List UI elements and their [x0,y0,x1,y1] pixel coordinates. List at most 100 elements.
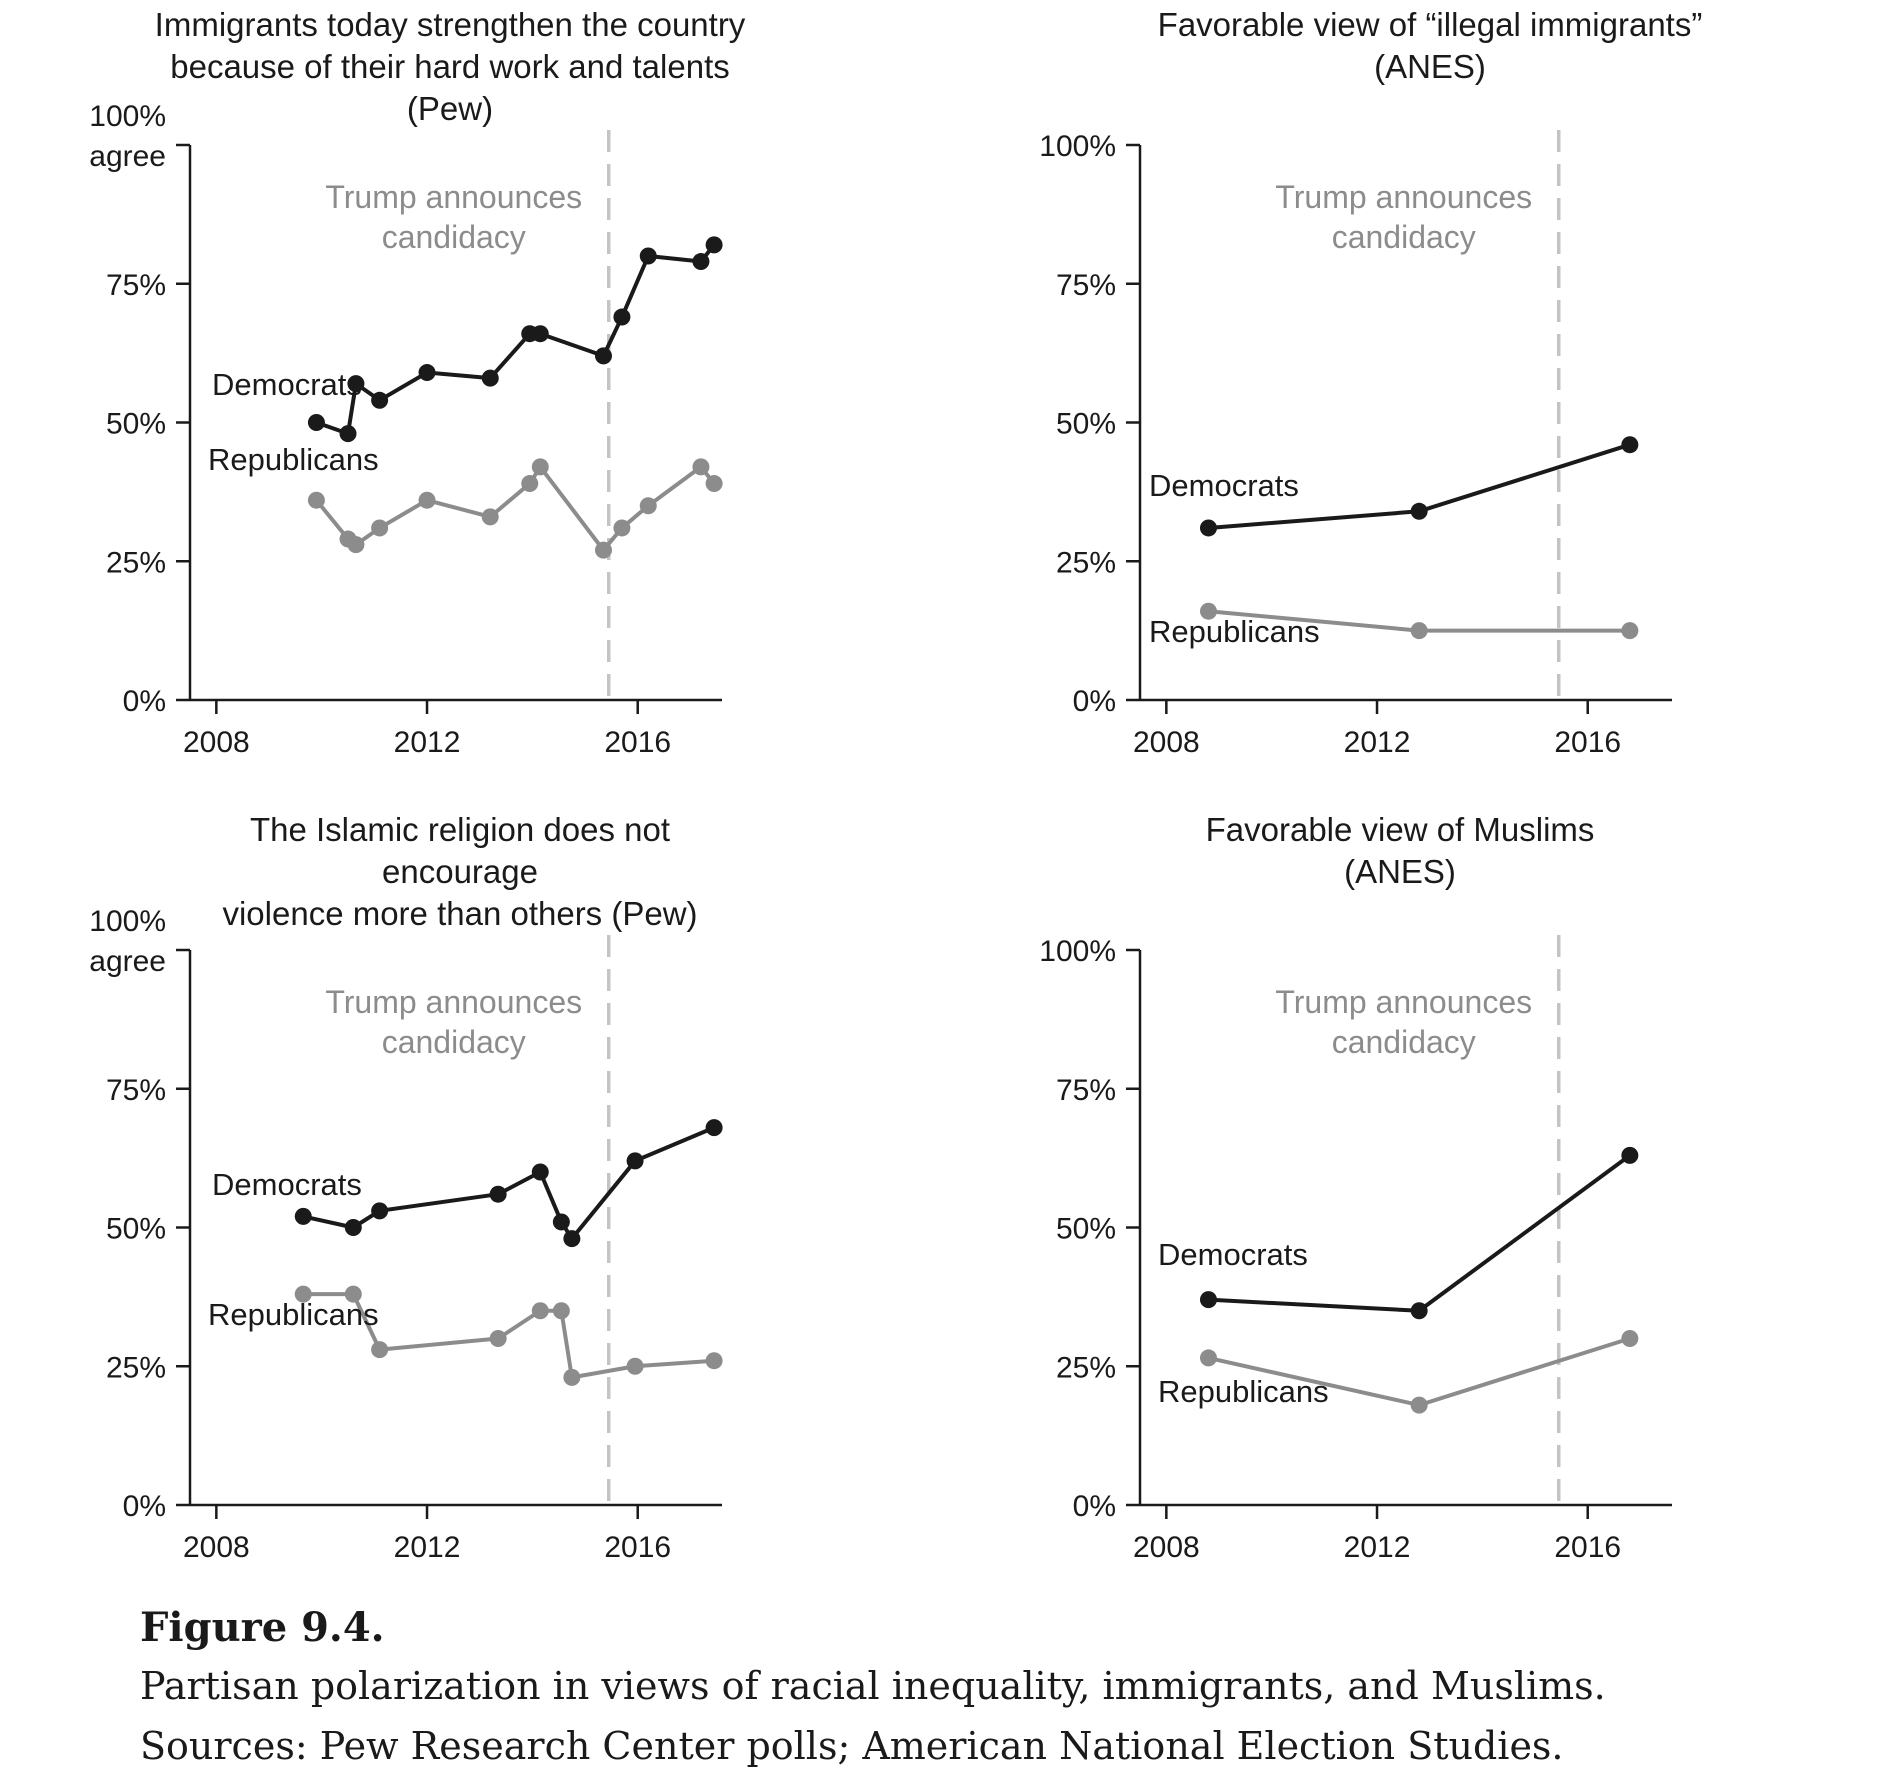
chart-panel-pew-islam: The Islamic religion does not encourage v… [60,805,920,1585]
y-axis-label-line: 100% [1039,935,1116,968]
x-tick-label: 2008 [183,1531,250,1564]
y-tick-label: 0% [1073,1490,1116,1523]
y-tick-label: 0% [123,1490,166,1523]
candidacy-annotation-line: candidacy [1332,219,1476,255]
democrats-data-point [705,236,723,254]
republicans-series-label: Republicans [1149,614,1320,649]
y-tick-label: 75% [106,1074,166,1107]
democrats-data-point [307,414,325,431]
x-tick-label: 2012 [1344,1531,1411,1564]
republicans-data-point [1410,622,1428,640]
candidacy-annotation: Trump announces candidacy [1275,984,1532,1060]
republicans-series-label: Republicans [208,442,379,477]
republicans-data-point [531,458,549,476]
y-tick-label: 25% [1056,546,1116,579]
y-tick-label: 25% [106,1351,166,1384]
democrats-data-point [371,391,389,409]
candidacy-annotation-line: Trump announces [325,984,582,1020]
chart-title: Immigrants today strengthen the country … [154,6,746,127]
republicans-data-point [481,508,499,526]
chart-svg: 0% 25% 50% 75% 100% 2008 2012 2016 Trump announc… [1039,935,1672,1564]
democrats-data-point [481,369,499,387]
democrats-data-point [594,347,612,365]
chart-panel-anes-muslims: Favorable view of Muslims (ANES) 0% 25% 50%… [1010,805,1870,1585]
candidacy-annotation: Trump announces candidacy [325,179,582,255]
democrats-series-line [302,1125,715,1241]
democrats-data-point [692,253,710,271]
y-tick-label: 0% [1073,685,1116,718]
chart-panel-pew-immigrants: Immigrants today strengthen the country … [60,0,920,780]
x-tick-label: 2016 [1554,726,1621,759]
republicans-series-label: Republicans [208,1297,379,1332]
democrats-data-point [563,1230,581,1248]
chart-svg: 0% 25% 50% 75% 100% 2008 2012 2016 Trump announc… [1039,130,1672,759]
democrats-data-point [1199,519,1217,537]
democrats-series-label: Democrats [212,367,362,402]
y-tick-label: 0% [123,685,166,718]
republicans-data-point [418,491,436,509]
figure-label: Figure 9.4. [140,1604,385,1651]
republicans-data-point [1621,622,1639,640]
figure-caption: Figure 9.4. Partisan polarization in vie… [140,1600,1840,1776]
y-tick-label: 75% [106,269,166,302]
republicans-data-point [563,1368,581,1386]
democrats-data-point [1199,1291,1217,1309]
democrats-series-label: Democrats [1149,468,1299,503]
republicans-data-point [594,541,612,559]
republicans-data-point [613,519,631,537]
democrats-data-point [294,1207,312,1225]
y-tick-label: 25% [106,546,166,579]
republicans-data-point [307,491,325,509]
candidacy-annotation: Trump announces candidacy [1275,179,1532,255]
republicans-series-label: Republicans [1158,1374,1329,1409]
republicans-data-point [489,1330,507,1347]
y-tick-label: 50% [106,408,166,441]
republicans-data-point [639,497,657,515]
democrats-data-point [371,1202,389,1220]
chart-panel-anes-illegal-immigrants: Favorable view of “illegal immigrants” (A… [1010,0,1870,780]
y-tick-label: 50% [1056,1213,1116,1246]
x-tick-label: 2012 [394,1531,461,1564]
chart-svg: 0% 25% 50% 75% 100% agree 2008 2012 2016 Trump an… [89,100,723,759]
candidacy-annotation-line: candidacy [1332,1024,1476,1060]
y-axis-label: 100% agree [89,100,166,173]
democrats-data-point [418,364,436,382]
y-tick-label: 25% [1056,1351,1116,1384]
democrats-data-point [489,1185,507,1203]
x-tick-label: 2008 [183,726,250,759]
republicans-data-point [1199,602,1217,620]
democrats-data-point [705,1119,723,1137]
y-axis-label-line: 100% [89,905,166,938]
x-tick-label: 2012 [394,726,461,759]
x-tick-label: 2016 [604,726,671,759]
chart-svg: 0% 25% 50% 75% 100% agree 2008 2012 2016 Trump an… [89,905,723,1564]
republicans-data-point [371,519,389,537]
caption-line-2: Sources: Pew Research Center polls; Amer… [140,1724,1564,1768]
democrats-series-label: Democrats [1158,1237,1308,1272]
y-axis-label: 100% agree [89,905,166,978]
y-axis-label-line: agree [89,140,166,173]
democrats-data-point [339,425,357,443]
y-axis-label: 100% [1039,935,1116,968]
democrats-data-point [347,375,365,393]
candidacy-annotation-line: candidacy [382,219,526,255]
y-axis-label-line: 100% [1039,130,1116,163]
democrats-series-line [1208,1153,1632,1313]
democrats-series-label: Democrats [212,1167,362,1202]
candidacy-annotation-line: Trump announces [1275,179,1532,215]
republicans-data-point [705,1352,723,1370]
x-tick-label: 2016 [604,1531,671,1564]
chart-title: Favorable view of Muslims (ANES) [1205,811,1595,890]
republicans-data-point [521,475,539,493]
x-tick-label: 2008 [1133,1531,1200,1564]
chart-title: Favorable view of “illegal immigrants” (A… [1157,6,1703,85]
y-axis-label-line: 100% [89,100,166,133]
democrats-data-point [552,1213,570,1231]
candidacy-annotation-line: Trump announces [325,179,582,215]
democrats-data-point [344,1219,362,1236]
chart-title: The Islamic religion does not encourage v… [222,811,698,932]
y-tick-label: 75% [1056,1074,1116,1107]
republicans-data-point [371,1341,389,1359]
x-tick-label: 2016 [1554,1531,1621,1564]
democrats-data-point [626,1152,644,1170]
